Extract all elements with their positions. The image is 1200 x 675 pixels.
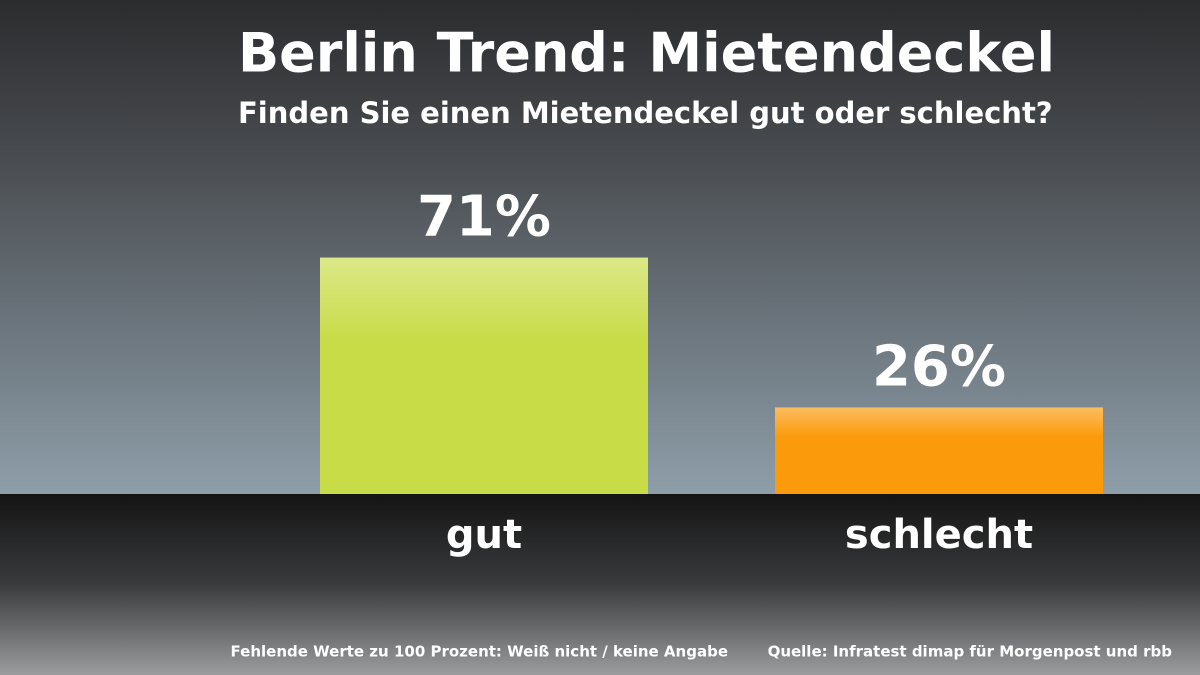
note: Fehlende Werte zu 100 Prozent: Weiß nich… xyxy=(231,643,728,661)
bar-shine xyxy=(320,257,648,494)
category-label: gut xyxy=(446,512,522,558)
floor xyxy=(0,494,1200,675)
source: Quelle: Infratest dimap für Morgenpost u… xyxy=(768,643,1173,661)
value-label: 26% xyxy=(872,335,1006,400)
value-label: 71% xyxy=(417,185,551,250)
bar-shine xyxy=(775,407,1103,494)
chart-title: Berlin Trend: Mietendeckel xyxy=(238,22,1055,85)
category-label: schlecht xyxy=(845,512,1033,558)
chart-subtitle: Finden Sie einen Mietendeckel gut oder s… xyxy=(238,96,1053,130)
